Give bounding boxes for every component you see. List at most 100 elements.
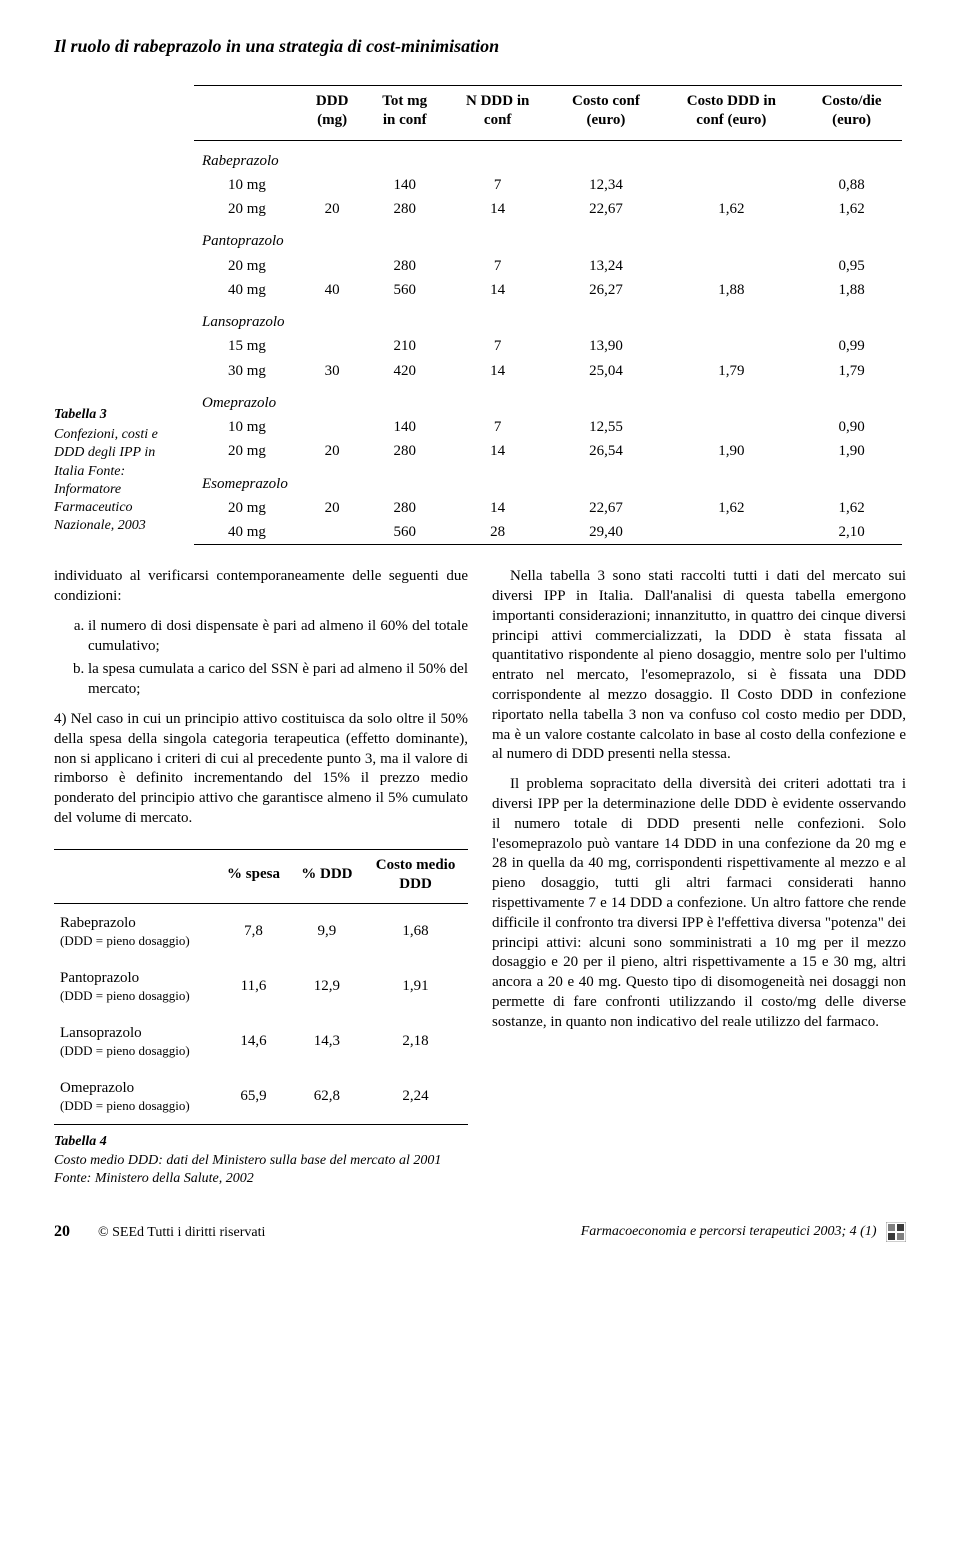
table4-cell: 2,18 [363, 1014, 468, 1069]
table3-cell: 20 [300, 439, 364, 463]
table4-cell: 65,9 [216, 1069, 290, 1125]
table3-caption-body: Confezioni, costi e DDD degli IPP in Ita… [54, 427, 158, 533]
table3-group-label: Omeprazolo [194, 383, 902, 415]
table3-caption: Tabella 3 Confezioni, costi e DDD degli … [54, 406, 194, 545]
table3-cell: 1,62 [662, 496, 802, 520]
table4-cell: 12,9 [291, 959, 363, 1014]
table3-cell: 280 [364, 254, 445, 278]
table3-cell: 1,90 [662, 439, 802, 463]
table3-group-label: Pantoprazolo [194, 221, 902, 253]
left-para2-prefix: 4) [54, 711, 67, 727]
table3-cell: 26,27 [550, 278, 661, 302]
t4-h1: % spesa [216, 849, 290, 903]
table3-cell: 1,62 [662, 197, 802, 221]
t3-h1: DDD(mg) [300, 86, 364, 140]
table3-cell: 20 mg [194, 496, 300, 520]
table3-cell: 22,67 [550, 496, 661, 520]
table3-cell: 560 [364, 278, 445, 302]
table3-cell: 10 mg [194, 173, 300, 197]
page-number: 20 [54, 1223, 70, 1241]
table3-cell: 20 [300, 496, 364, 520]
table3-group-label: Esomeprazolo [194, 464, 902, 496]
table3-cell: 1,62 [801, 496, 902, 520]
table3-cell: 29,40 [550, 520, 661, 545]
table3-wrapper: Tabella 3 Confezioni, costi e DDD degli … [54, 85, 906, 545]
t4-h2: % DDD [291, 849, 363, 903]
table3-cell: 13,90 [550, 334, 661, 358]
table3-cell: 1,79 [662, 359, 802, 383]
table4-rowlabel: Lansoprazolo(DDD = pieno dosaggio) [54, 1014, 216, 1069]
footer-journal: Farmacoeconomia e percorsi terapeutici 2… [581, 1224, 877, 1239]
table3-cell: 1,88 [662, 278, 802, 302]
footer-right: Farmacoeconomia e percorsi terapeutici 2… [581, 1222, 906, 1242]
table4-cell: 7,8 [216, 904, 290, 960]
table4-cell: 62,8 [291, 1069, 363, 1125]
footer-copyright: © SEEd Tutti i diritti riservati [98, 1225, 265, 1241]
table4: % spesa % DDD Costo medioDDD Rabeprazolo… [54, 849, 468, 1126]
table3-cell: 30 mg [194, 359, 300, 383]
table3-cell: 280 [364, 439, 445, 463]
table4-rowlabel: Rabeprazolo(DDD = pieno dosaggio) [54, 904, 216, 960]
table3-cell: 40 mg [194, 520, 300, 545]
table3-cell: 40 mg [194, 278, 300, 302]
table3-cell: 30 [300, 359, 364, 383]
table3-cell: 25,04 [550, 359, 661, 383]
table3-group-label: Lansoprazolo [194, 302, 902, 334]
table4-rowlabel: Pantoprazolo(DDD = pieno dosaggio) [54, 959, 216, 1014]
left-li-a: il numero di dosi dispensate è pari ad a… [88, 617, 468, 657]
table3-cell: 7 [445, 173, 550, 197]
table3-cell: 560 [364, 520, 445, 545]
table4-caption-body: Costo medio DDD: dati del Ministero sull… [54, 1153, 441, 1186]
t3-h5: Costo DDD inconf (euro) [662, 86, 802, 140]
left-list: il numero di dosi dispensate è pari ad a… [54, 617, 468, 700]
table3-cell [300, 334, 364, 358]
table3-cell: 26,54 [550, 439, 661, 463]
footer-left: 20 © SEEd Tutti i diritti riservati [54, 1223, 265, 1241]
table3-cell: 10 mg [194, 415, 300, 439]
table3-caption-head: Tabella 3 [54, 406, 182, 424]
t3-h6: Costo/die(euro) [801, 86, 902, 140]
footer: 20 © SEEd Tutti i diritti riservati Farm… [54, 1222, 906, 1242]
table3-cell [662, 415, 802, 439]
table4-cell: 14,6 [216, 1014, 290, 1069]
table4-caption: Tabella 4 Costo medio DDD: dati del Mini… [54, 1133, 468, 1188]
table4-rowlabel: Omeprazolo(DDD = pieno dosaggio) [54, 1069, 216, 1125]
table3-cell [300, 173, 364, 197]
table3-cell: 280 [364, 197, 445, 221]
table3-cell: 1,90 [801, 439, 902, 463]
table3-cell: 12,55 [550, 415, 661, 439]
table4-cell: 1,68 [363, 904, 468, 960]
table3-cell: 20 mg [194, 254, 300, 278]
table4-cell: 11,6 [216, 959, 290, 1014]
table3: DDD(mg) Tot mgin conf N DDD inconf Costo… [194, 85, 902, 545]
table3-cell: 20 [300, 197, 364, 221]
table3-cell: 12,34 [550, 173, 661, 197]
table3-cell: 20 mg [194, 197, 300, 221]
table3-cell: 140 [364, 415, 445, 439]
publisher-logo-icon [886, 1222, 906, 1242]
left-para2-text: Nel caso in cui un principio attivo cost… [54, 711, 468, 826]
table3-cell: 22,67 [550, 197, 661, 221]
table3-cell: 210 [364, 334, 445, 358]
table3-cell: 15 mg [194, 334, 300, 358]
table4-cell: 9,9 [291, 904, 363, 960]
table3-cell: 20 mg [194, 439, 300, 463]
table3-cell: 1,62 [801, 197, 902, 221]
table3-cell [300, 520, 364, 545]
t3-h2: Tot mgin conf [364, 86, 445, 140]
table3-cell: 0,99 [801, 334, 902, 358]
table3-cell: 13,24 [550, 254, 661, 278]
table3-cell: 28 [445, 520, 550, 545]
table3-cell: 280 [364, 496, 445, 520]
table3-cell: 7 [445, 334, 550, 358]
table3-cell: 140 [364, 173, 445, 197]
right-para2: Il problema sopracitato della diversità … [492, 775, 906, 1032]
left-li-b: la spesa cumulata a carico del SSN è par… [88, 660, 468, 700]
table3-cell: 7 [445, 254, 550, 278]
right-para1: Nella tabella 3 sono stati raccolti tutt… [492, 567, 906, 765]
left-column-stack: individuato al verificarsi contemporanea… [54, 567, 468, 1188]
table3-cell [300, 415, 364, 439]
table4-cell: 1,91 [363, 959, 468, 1014]
left-para2: 4) Nel caso in cui un principio attivo c… [54, 710, 468, 829]
table3-cell [662, 173, 802, 197]
